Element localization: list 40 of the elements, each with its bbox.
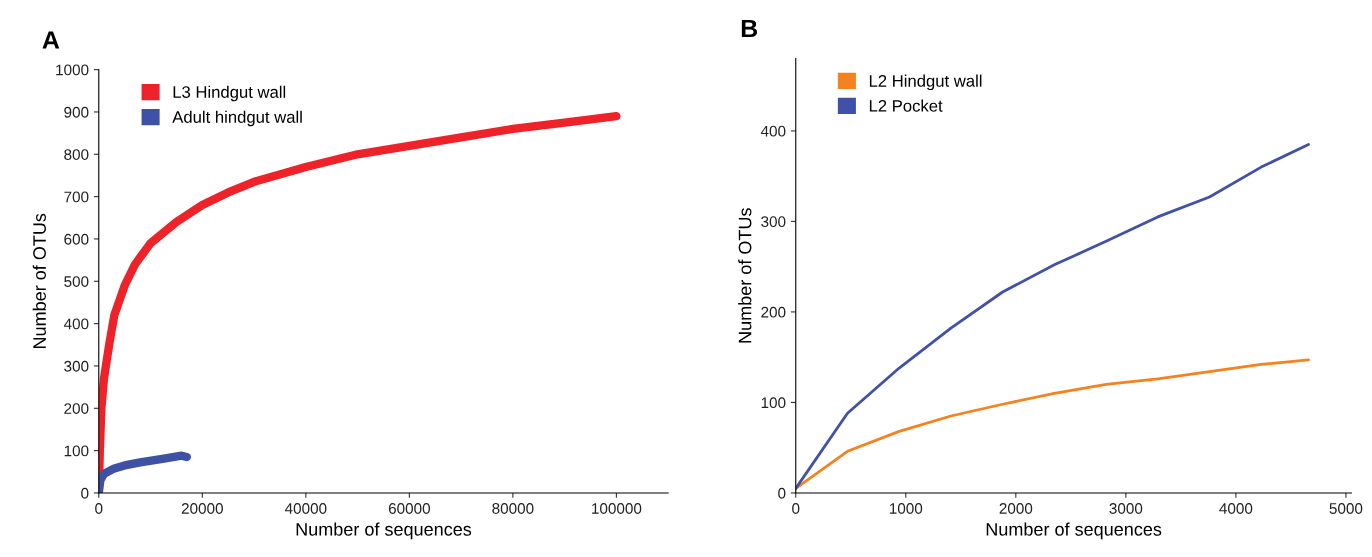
- line-series: [795, 358, 1310, 490]
- y-tick-label: 100: [761, 397, 786, 409]
- x-tick-label: 0: [95, 503, 103, 514]
- y-tick-label: 500: [64, 276, 89, 287]
- x-axis-title: Number of sequences: [296, 522, 472, 540]
- y-tick-label: 400: [63, 318, 89, 330]
- legend-label: Adult hindgut wall: [172, 110, 302, 127]
- legend-label: L3 Hindgut wall: [173, 85, 286, 102]
- legend-label: L2 Hindgut wall: [869, 74, 982, 91]
- y-tick-label: 0: [81, 487, 89, 499]
- x-tick-label: 60000: [388, 503, 430, 514]
- y-tick-label: 600: [64, 233, 89, 245]
- y-tick-label: 200: [761, 306, 786, 318]
- y-tick-label: 800: [64, 149, 89, 160]
- y-tick-label: 900: [64, 106, 89, 118]
- x-tick-label: 40000: [284, 503, 327, 514]
- chart-title: A: [42, 31, 60, 49]
- y-tick-label: 700: [64, 191, 89, 203]
- x-tick-label: 1000: [889, 503, 923, 514]
- y-tick-label: 100: [64, 445, 89, 457]
- y-axis-title: Number of OTUs: [32, 213, 46, 349]
- y-tick-label: 300: [64, 360, 89, 372]
- line-series: [795, 143, 1310, 490]
- y-tick-label: 200: [64, 403, 89, 414]
- y-axis-title: Number of OTUs: [738, 208, 752, 343]
- x-tick-label: 20000: [181, 503, 223, 514]
- legend-label: L2 Pocket: [869, 99, 943, 112]
- x-tick-label: 4000: [1219, 503, 1253, 514]
- y-tick-label: 1000: [56, 64, 89, 76]
- x-tick-label: 2000: [999, 503, 1033, 514]
- x-tick-label: 3000: [1109, 503, 1143, 514]
- x-tick-label: 5000: [1329, 503, 1363, 514]
- x-tick-label: 100000: [592, 503, 642, 514]
- y-tick-label: 0: [778, 487, 786, 499]
- y-tick-label: 400: [760, 125, 786, 137]
- chart-title: B: [741, 19, 758, 38]
- x-tick-label: 0: [792, 503, 800, 514]
- y-tick-label: 300: [761, 216, 786, 228]
- x-tick-label: 80000: [492, 503, 534, 514]
- x-axis-title: Number of sequences: [986, 522, 1162, 540]
